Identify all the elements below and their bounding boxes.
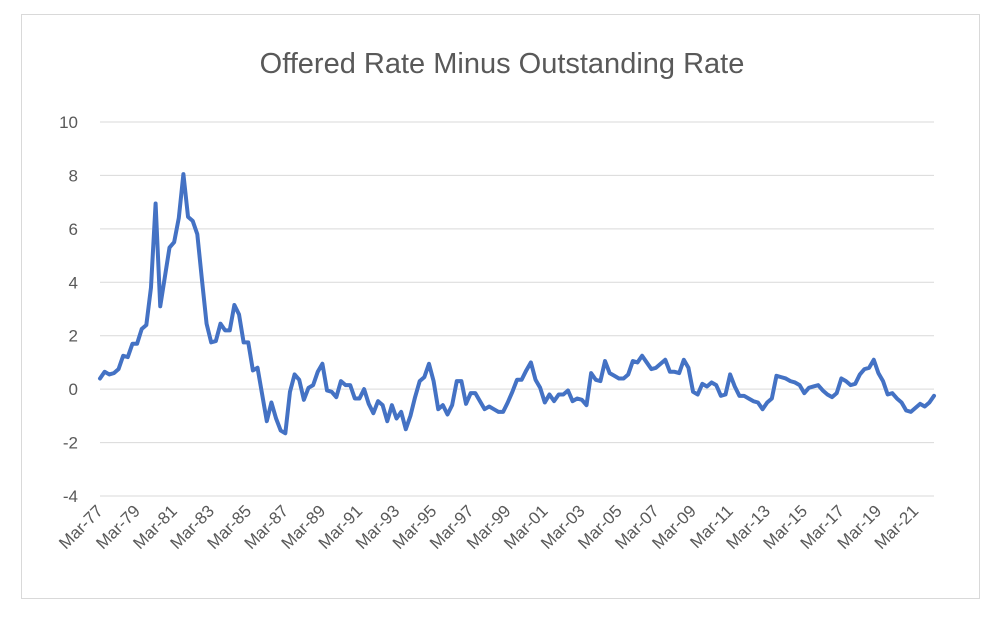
y-tick-label: -2: [63, 434, 78, 453]
y-tick-label: 2: [69, 327, 78, 346]
y-tick-label: 8: [69, 166, 78, 185]
y-tick-label: 6: [69, 220, 78, 239]
chart-frame: [21, 14, 980, 599]
y-tick-label: 4: [69, 273, 78, 292]
chart-title: Offered Rate Minus Outstanding Rate: [259, 48, 745, 80]
gridlines: [100, 121, 934, 497]
y-tick-label: 10: [59, 113, 78, 132]
series-line: [98, 172, 936, 436]
series-layer: [98, 172, 936, 436]
y-axis-ticks: 10 8 6 4 2 0 -2 -4: [59, 113, 78, 506]
y-tick-label: 0: [69, 380, 78, 399]
x-axis-ticks: Mar-77Mar-79Mar-81Mar-83Mar-85Mar-87Mar-…: [55, 501, 922, 553]
y-tick-label: -4: [63, 487, 78, 506]
